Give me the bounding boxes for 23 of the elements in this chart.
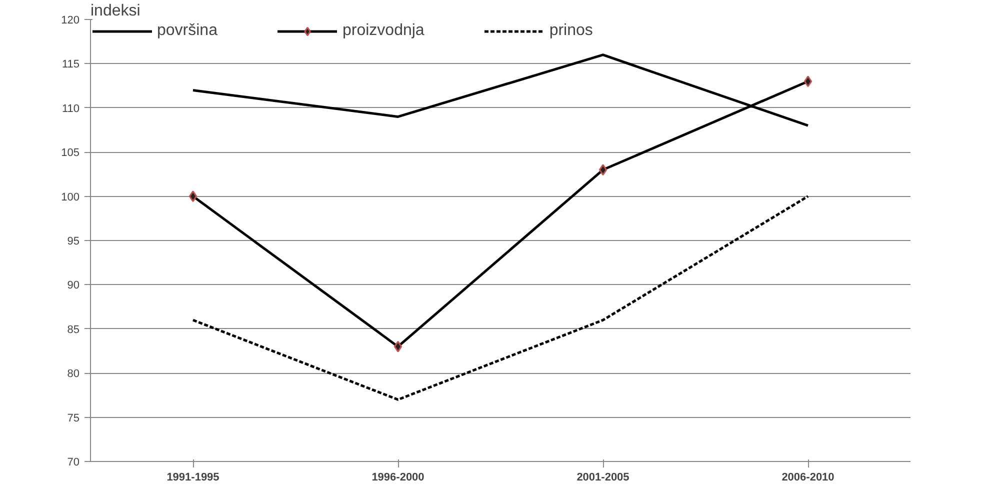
y-tick-label: 80: [67, 368, 80, 380]
y-tick-label: 85: [67, 324, 80, 336]
y-tick-label: 120: [61, 14, 80, 26]
legend-label: proizvodnja: [342, 22, 424, 40]
y-tick-label: 95: [67, 236, 80, 248]
point: [394, 340, 402, 352]
x-tick-label: 1996-2000: [372, 472, 424, 484]
y-tick-label: 105: [61, 147, 80, 160]
x-tick-label: 2006-2010: [782, 472, 834, 484]
y-tick-label: 100: [61, 191, 80, 204]
x-tick-label: 2001-2005: [576, 472, 630, 484]
legend-label: površina: [157, 22, 218, 40]
y-tick-label: 115: [62, 58, 80, 71]
x-tick-label: 1991-1995: [166, 472, 220, 484]
y-axis-title: indeksi: [90, 2, 140, 20]
y-tick-label: 90: [67, 280, 80, 292]
y-tick-label: 75: [67, 412, 80, 424]
point: [804, 76, 812, 88]
point: [188, 190, 198, 202]
point: [598, 164, 608, 176]
y-tick-label: 70: [67, 456, 80, 468]
legend-label: prinos: [549, 22, 593, 40]
y-tick-label: 110: [62, 102, 80, 115]
